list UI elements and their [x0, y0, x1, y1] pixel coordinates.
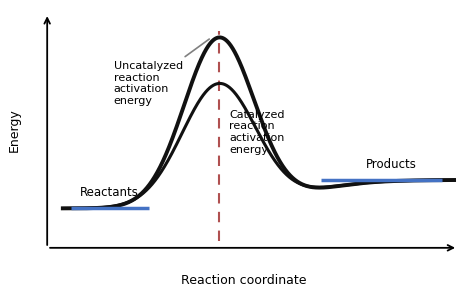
- Text: Reaction coordinate: Reaction coordinate: [182, 274, 307, 287]
- Text: Reactants: Reactants: [80, 186, 139, 198]
- Text: Products: Products: [366, 158, 417, 171]
- Text: Energy: Energy: [8, 109, 20, 152]
- Text: Uncatalyzed
reaction
activation
energy: Uncatalyzed reaction activation energy: [114, 39, 209, 106]
- Text: Catalyzed
reaction
activation
energy: Catalyzed reaction activation energy: [229, 110, 285, 154]
